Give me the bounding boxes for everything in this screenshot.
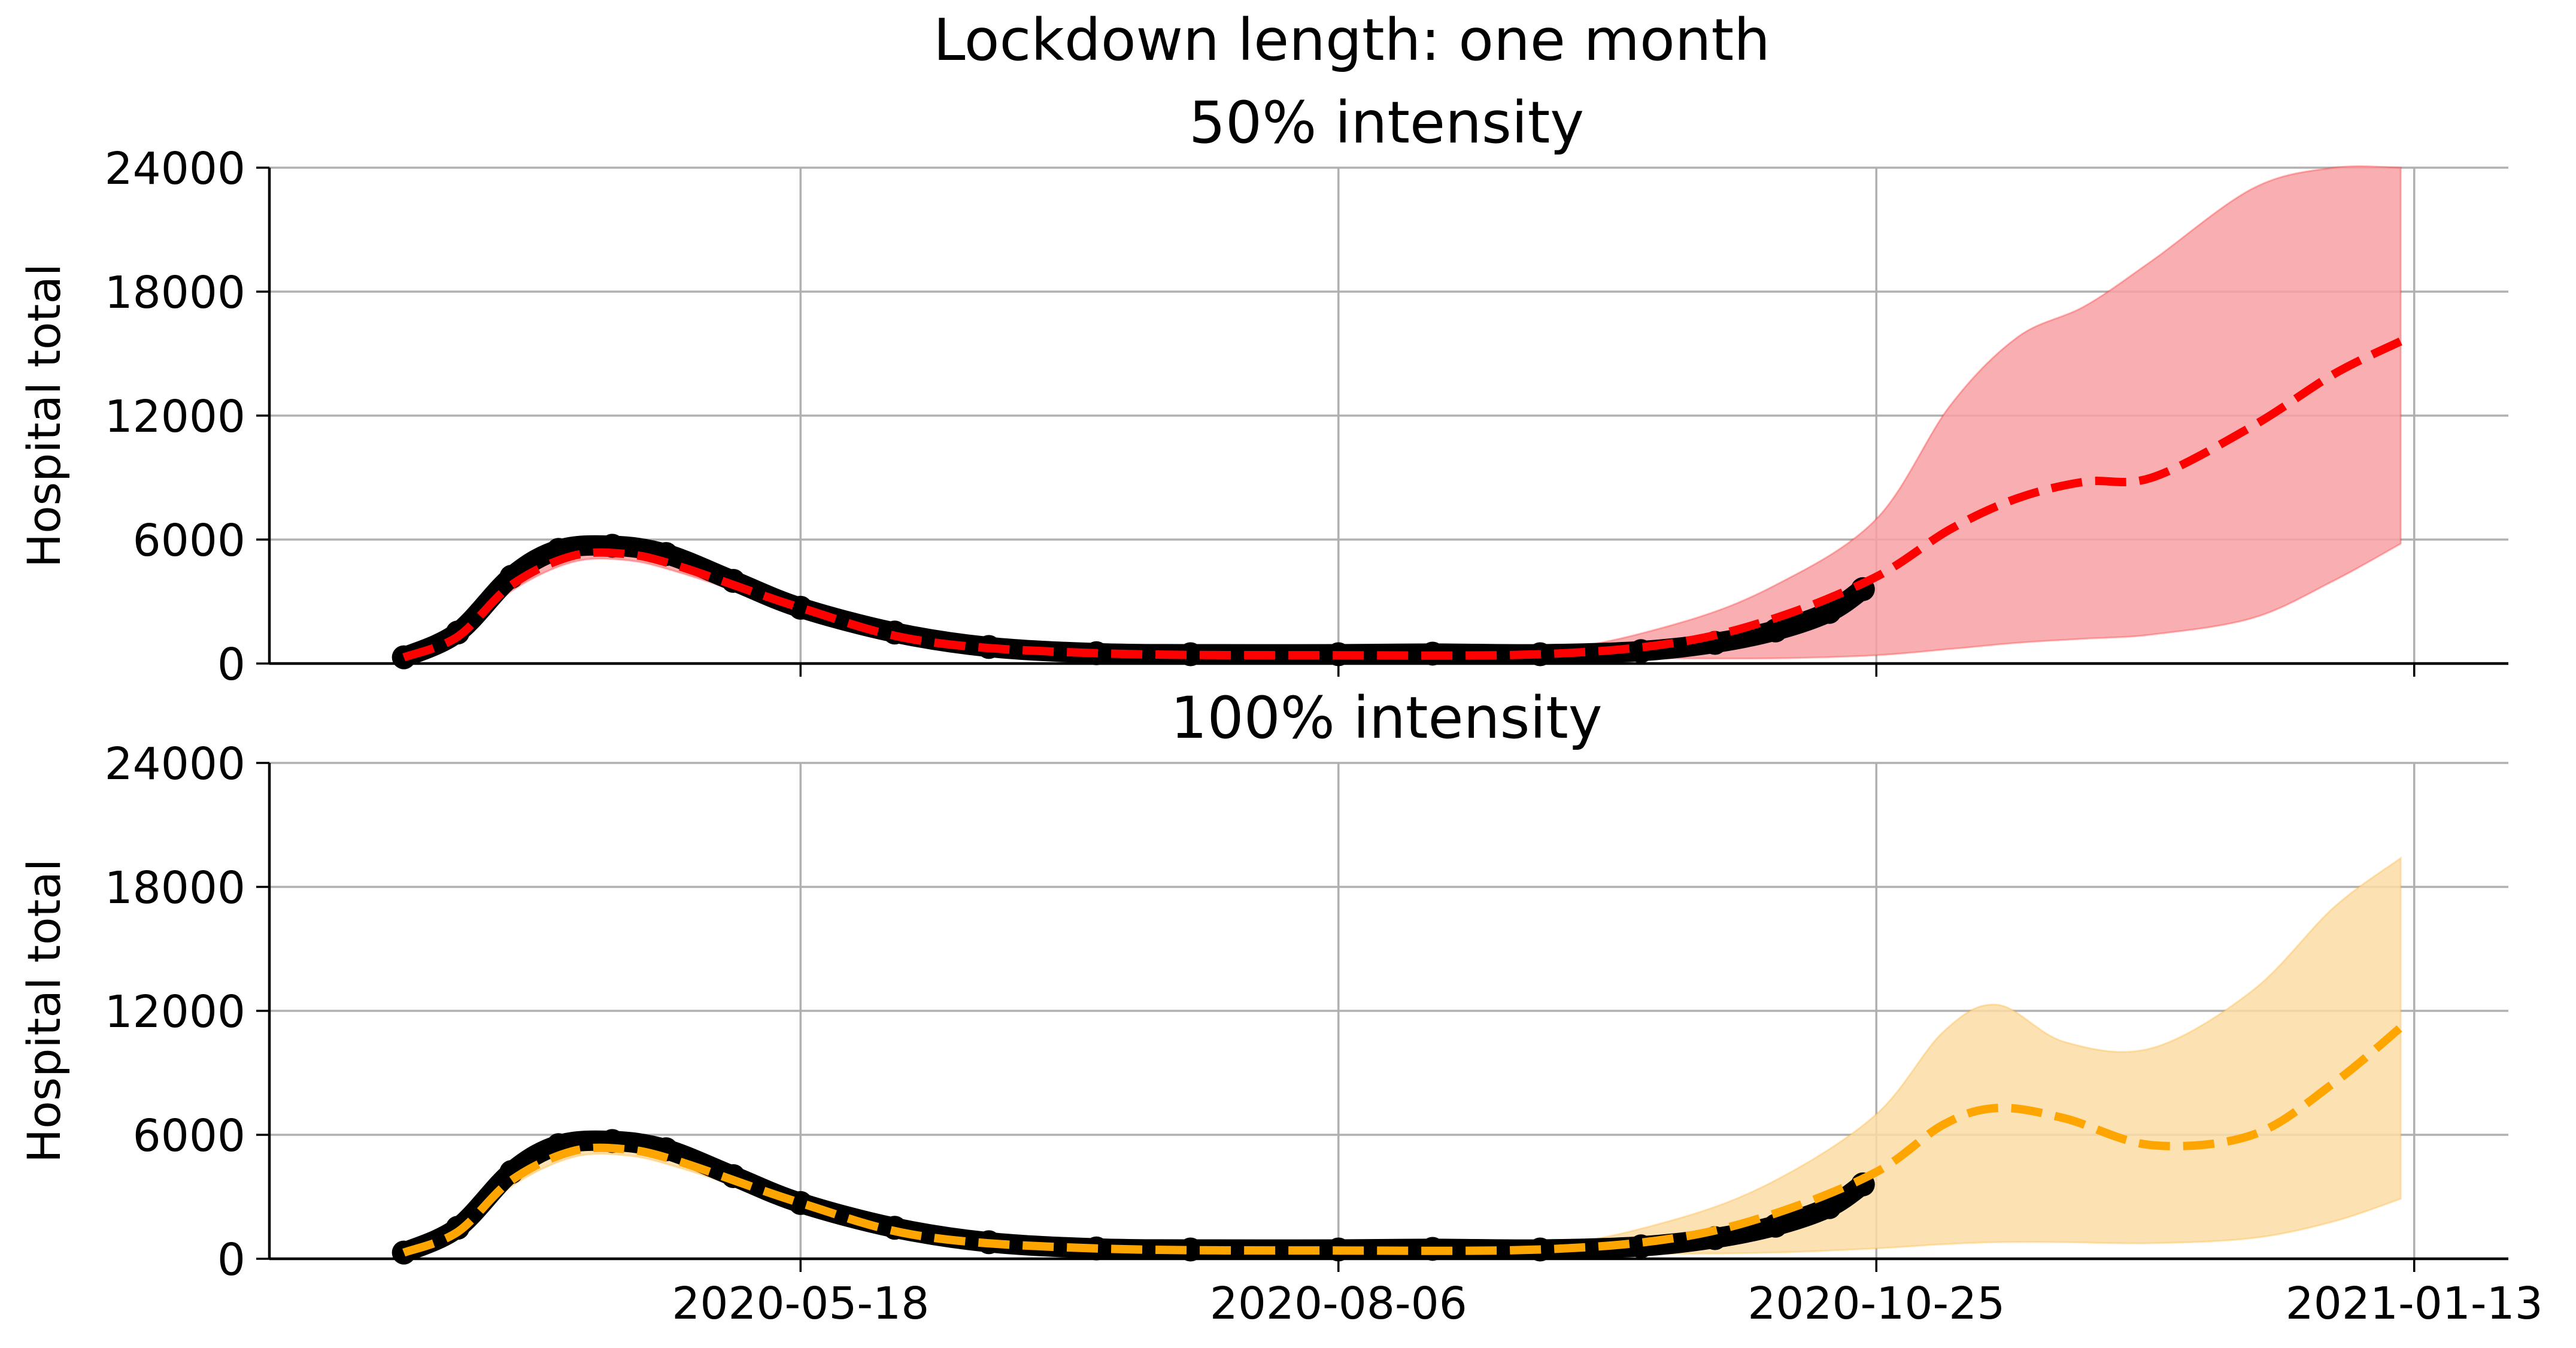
panel-bottom-ytick-label: 24000	[105, 738, 245, 790]
panel-top-ytick-label: 24000	[105, 143, 245, 195]
panel-top-observed-point	[1178, 642, 1203, 667]
panel-bottom-plot: 0 6000 12000 18000 24000 2020-05-18 2020-08-06…	[105, 738, 2543, 1329]
panel-top-ytick-label: 12000	[105, 391, 245, 443]
panel-top-plot: 0 6000 12000 18000 24000	[105, 143, 2508, 690]
panel-top: 50% intensity Hospital total 0 6000 12000 1…	[17, 89, 2508, 690]
panel-top-ytick-label: 0	[217, 639, 245, 690]
panel-bottom-ytick-label: 12000	[105, 986, 245, 1038]
panel-top-title: 50% intensity	[1189, 89, 1584, 156]
panel-top-observed-point	[1763, 618, 1788, 643]
panel-bottom-observed-point	[1763, 1213, 1788, 1238]
panel-bottom-ytick-label: 18000	[105, 862, 245, 914]
panel-bottom-ytick-label: 0	[217, 1234, 245, 1286]
panel-bottom-title: 100% intensity	[1170, 684, 1602, 752]
panel-bottom-observed-point	[1178, 1237, 1203, 1262]
panel-bottom-ytick-label: 6000	[133, 1110, 245, 1162]
panel-top-ytick-label: 18000	[105, 267, 245, 319]
panel-bottom-xtick-label: 2020-10-25	[1747, 1278, 2005, 1329]
panel-bottom-xtick-label: 2020-05-18	[672, 1278, 929, 1329]
panel-top-ylabel: Hospital total	[17, 263, 71, 568]
figure-suptitle: Lockdown length: one month	[933, 7, 1770, 74]
panel-bottom-ylabel: Hospital total	[17, 859, 71, 1163]
panel-bottom-xtick-label: 2021-01-13	[2286, 1278, 2543, 1329]
panel-bottom-xtick-label: 2020-08-06	[1210, 1278, 1467, 1329]
panel-bottom: 100% intensity Hospital total 0 6000 12000…	[17, 684, 2543, 1329]
panel-bottom-projection-line	[402, 1024, 2404, 1257]
panel-top-ytick-label: 6000	[133, 515, 245, 567]
panel-bottom-observed-point	[1817, 1195, 1841, 1219]
panel-top-projection-line	[402, 337, 2403, 662]
panel-top-observed-point	[1817, 599, 1841, 624]
